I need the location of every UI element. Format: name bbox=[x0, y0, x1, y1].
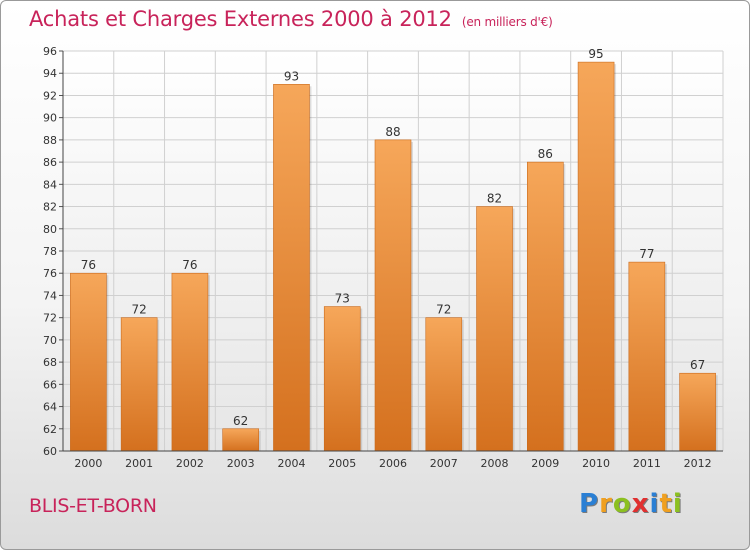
y-tick-label: 82 bbox=[43, 201, 57, 214]
chart-subtitle: (en milliers d'€) bbox=[461, 15, 553, 29]
data-label: 86 bbox=[538, 147, 553, 161]
x-tick-label: 2009 bbox=[531, 457, 559, 470]
x-tick-label: 2002 bbox=[176, 457, 204, 470]
logo-letter: r bbox=[599, 489, 613, 519]
y-tick-label: 94 bbox=[43, 67, 57, 80]
bar-2007 bbox=[425, 317, 463, 452]
axis-layer: 60 62 64 66 68 70 72 74 76 78 80 82 84 86 88 90 92 94 96 20… bbox=[43, 45, 723, 470]
logo-letter: P bbox=[579, 489, 600, 519]
bar-2006 bbox=[374, 139, 412, 452]
data-label: 67 bbox=[690, 358, 705, 372]
commune-name: BLIS-ET-BORN bbox=[29, 495, 157, 517]
logo-letter: t bbox=[659, 489, 673, 519]
y-tick-label: 62 bbox=[43, 423, 57, 436]
logo-letter: i bbox=[649, 489, 660, 519]
bar-2011 bbox=[628, 261, 666, 452]
logo-letter: x bbox=[631, 489, 650, 519]
y-tick-label: 60 bbox=[43, 445, 57, 458]
data-label: 72 bbox=[436, 303, 451, 317]
data-label: 76 bbox=[182, 258, 197, 272]
y-tick-label: 96 bbox=[43, 45, 57, 58]
data-label: 72 bbox=[132, 303, 147, 317]
bar-2009 bbox=[527, 161, 564, 452]
x-tick-label: 2004 bbox=[277, 457, 305, 470]
bar-2010 bbox=[577, 61, 615, 452]
x-tick-label: 2000 bbox=[74, 457, 102, 470]
x-tick-label: 2008 bbox=[481, 457, 509, 470]
x-tick-label: 2010 bbox=[582, 457, 610, 470]
data-label: 62 bbox=[233, 414, 248, 428]
y-tick-label: 88 bbox=[43, 134, 57, 147]
data-label: 77 bbox=[639, 247, 654, 261]
y-tick-label: 78 bbox=[43, 245, 57, 258]
y-tick-label: 80 bbox=[43, 223, 57, 236]
data-label: 76 bbox=[81, 258, 96, 272]
y-tick-label: 76 bbox=[43, 267, 57, 280]
y-tick-label: 74 bbox=[43, 289, 57, 302]
bar-layer bbox=[70, 61, 718, 452]
y-tick-label: 92 bbox=[43, 89, 57, 102]
chart-title-text: Achats et Charges Externes 2000 à 2012 bbox=[29, 7, 452, 31]
data-label: 95 bbox=[588, 47, 603, 61]
label-layer: 76 72 76 62 93 73 88 72 82 86 95 77 67 bbox=[81, 47, 706, 428]
bar-2004 bbox=[273, 84, 310, 452]
bar-2001 bbox=[120, 317, 158, 452]
y-tick-label: 64 bbox=[43, 401, 57, 414]
logo-letter: o bbox=[612, 489, 632, 519]
x-tick-label: 2005 bbox=[328, 457, 356, 470]
data-label: 88 bbox=[385, 125, 400, 139]
chart-title: Achats et Charges Externes 2000 à 2012 (e… bbox=[29, 7, 553, 31]
y-tick-label: 68 bbox=[43, 356, 57, 369]
data-label: 73 bbox=[335, 292, 350, 306]
data-label: 93 bbox=[284, 69, 299, 83]
x-tick-label: 2001 bbox=[125, 457, 153, 470]
bar-2005 bbox=[323, 306, 361, 452]
x-tick-label: 2012 bbox=[684, 457, 712, 470]
logo-letter: i bbox=[672, 489, 683, 519]
y-tick-label: 66 bbox=[43, 378, 57, 391]
proxiti-logo: Proxiti bbox=[579, 489, 683, 519]
data-label: 82 bbox=[487, 192, 502, 206]
x-tick-label: 2011 bbox=[633, 457, 661, 470]
bar-2012 bbox=[679, 372, 716, 452]
bar-2003 bbox=[222, 428, 259, 452]
bar-2008 bbox=[476, 206, 513, 452]
x-tick-label: 2003 bbox=[227, 457, 255, 470]
y-tick-label: 70 bbox=[43, 334, 57, 347]
y-tick-label: 86 bbox=[43, 156, 57, 169]
y-tick-label: 84 bbox=[43, 178, 57, 191]
x-tick-label: 2007 bbox=[430, 457, 458, 470]
x-tick-label: 2006 bbox=[379, 457, 407, 470]
bar-2000 bbox=[70, 272, 107, 452]
bar-2002 bbox=[171, 272, 209, 452]
y-tick-label: 90 bbox=[43, 112, 57, 125]
y-tick-label: 72 bbox=[43, 312, 57, 325]
